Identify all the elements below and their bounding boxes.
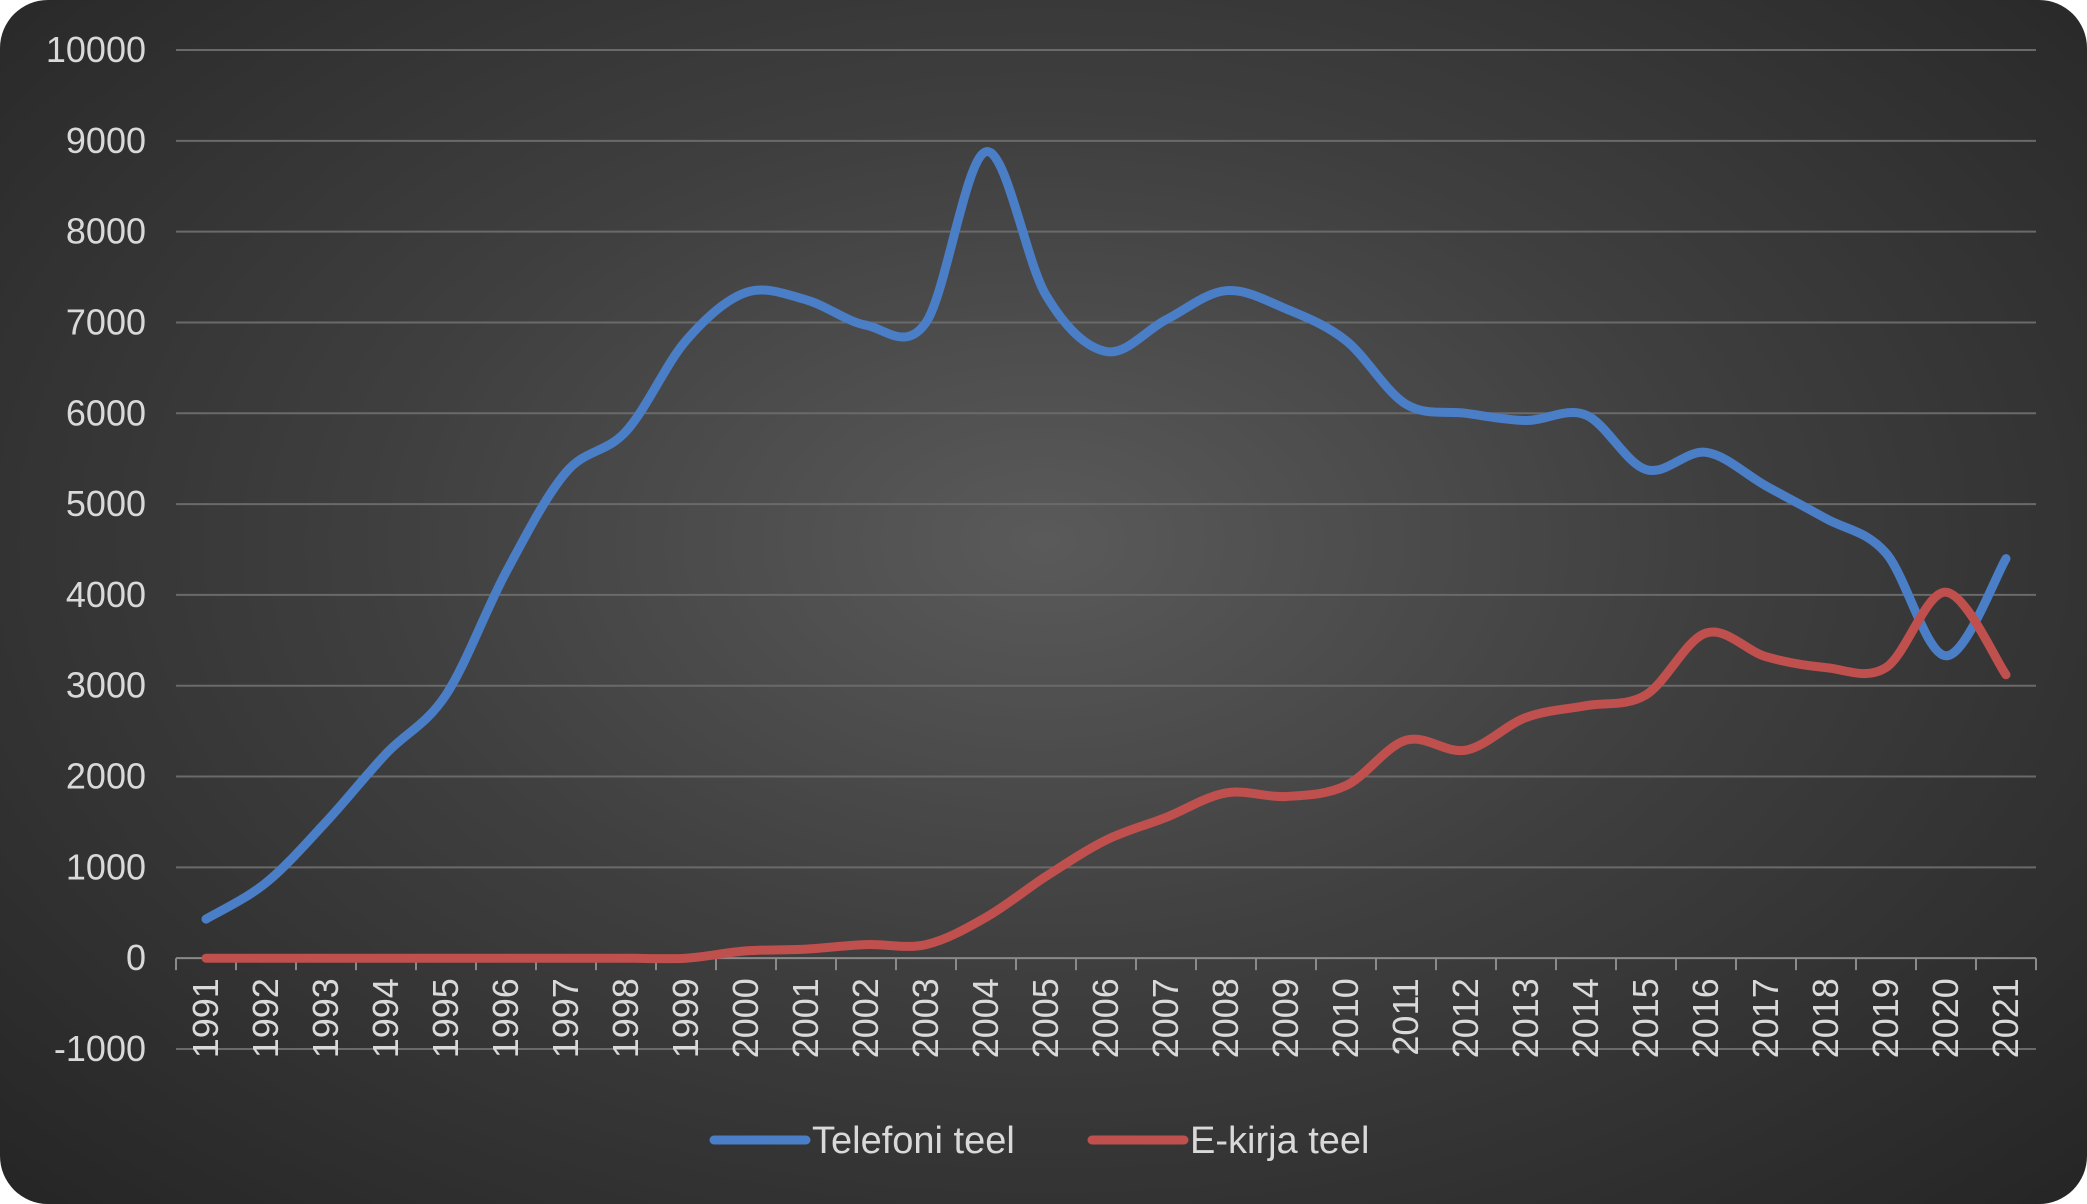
y-tick-label: 7000 (66, 301, 146, 342)
x-tick-label: 2018 (1805, 978, 1846, 1058)
x-tick-label: 2015 (1625, 978, 1666, 1058)
x-tick-label: 1999 (665, 978, 706, 1058)
x-tick-label: 2021 (1985, 978, 2026, 1058)
legend: Telefoni teel E-kirja teel (709, 1120, 1370, 1162)
x-tick-label: 2002 (845, 978, 886, 1058)
x-tick-label: 2010 (1325, 978, 1366, 1058)
x-tick-label: 2016 (1685, 978, 1726, 1058)
y-axis-ticks: -1000 0 1000 2000 3000 4000 5000 6000 7000 8000 90… (46, 29, 146, 1069)
x-tick-label: 1994 (365, 978, 406, 1058)
x-tick-label: 2003 (905, 978, 946, 1058)
x-tick-label: 2017 (1745, 978, 1786, 1058)
y-tick-label: -1000 (54, 1028, 146, 1069)
gridlines (176, 49, 2036, 1050)
x-tick-label: 1992 (245, 978, 286, 1058)
y-tick-label: 6000 (66, 392, 146, 433)
y-tick-label: 3000 (66, 665, 146, 706)
x-axis-ticks: 1991 1992 1993 1994 1995 1996 1997 1998 1999 2000… (175, 958, 2037, 1058)
x-tick-label: 1991 (185, 978, 226, 1058)
x-tick-label: 1996 (485, 978, 526, 1058)
x-tick-label: 2006 (1085, 978, 1126, 1058)
series-line-e-kirja-teel (201, 587, 2011, 964)
y-tick-label: 4000 (66, 574, 146, 615)
x-tick-label: 2020 (1925, 978, 1966, 1058)
x-tick-label: 2004 (965, 978, 1006, 1058)
legend-label: E-kirja teel (1190, 1120, 1370, 1162)
x-tick-label: 2019 (1865, 978, 1906, 1058)
x-tick-label: 2000 (725, 978, 766, 1058)
x-tick-label: 2011 (1385, 978, 1426, 1055)
x-tick-label: 1993 (305, 978, 346, 1058)
legend-label: Telefoni teel (812, 1120, 1015, 1162)
series-lines (201, 147, 2011, 964)
y-tick-label: 5000 (66, 483, 146, 524)
x-tick-label: 2007 (1145, 978, 1186, 1058)
y-tick-label: 9000 (66, 120, 146, 161)
x-tick-label: 2013 (1505, 978, 1546, 1058)
x-tick-label: 2005 (1025, 978, 1066, 1058)
y-tick-label: 2000 (66, 756, 146, 797)
y-tick-label: 10000 (46, 29, 146, 70)
y-tick-label: 8000 (66, 211, 146, 252)
x-tick-label: 2008 (1205, 978, 1246, 1058)
y-tick-label: 0 (126, 937, 146, 978)
x-tick-label: 1995 (425, 978, 466, 1058)
y-tick-label: 1000 (66, 846, 146, 887)
x-tick-label: 2014 (1565, 978, 1606, 1058)
x-tick-label: 2012 (1445, 978, 1486, 1058)
x-tick-label: 2009 (1265, 978, 1306, 1058)
x-tick-label: 1998 (605, 978, 646, 1058)
x-tick-label: 1997 (545, 978, 586, 1058)
x-tick-label: 2001 (785, 978, 826, 1058)
series-line-telefoni-teel (201, 147, 2011, 924)
